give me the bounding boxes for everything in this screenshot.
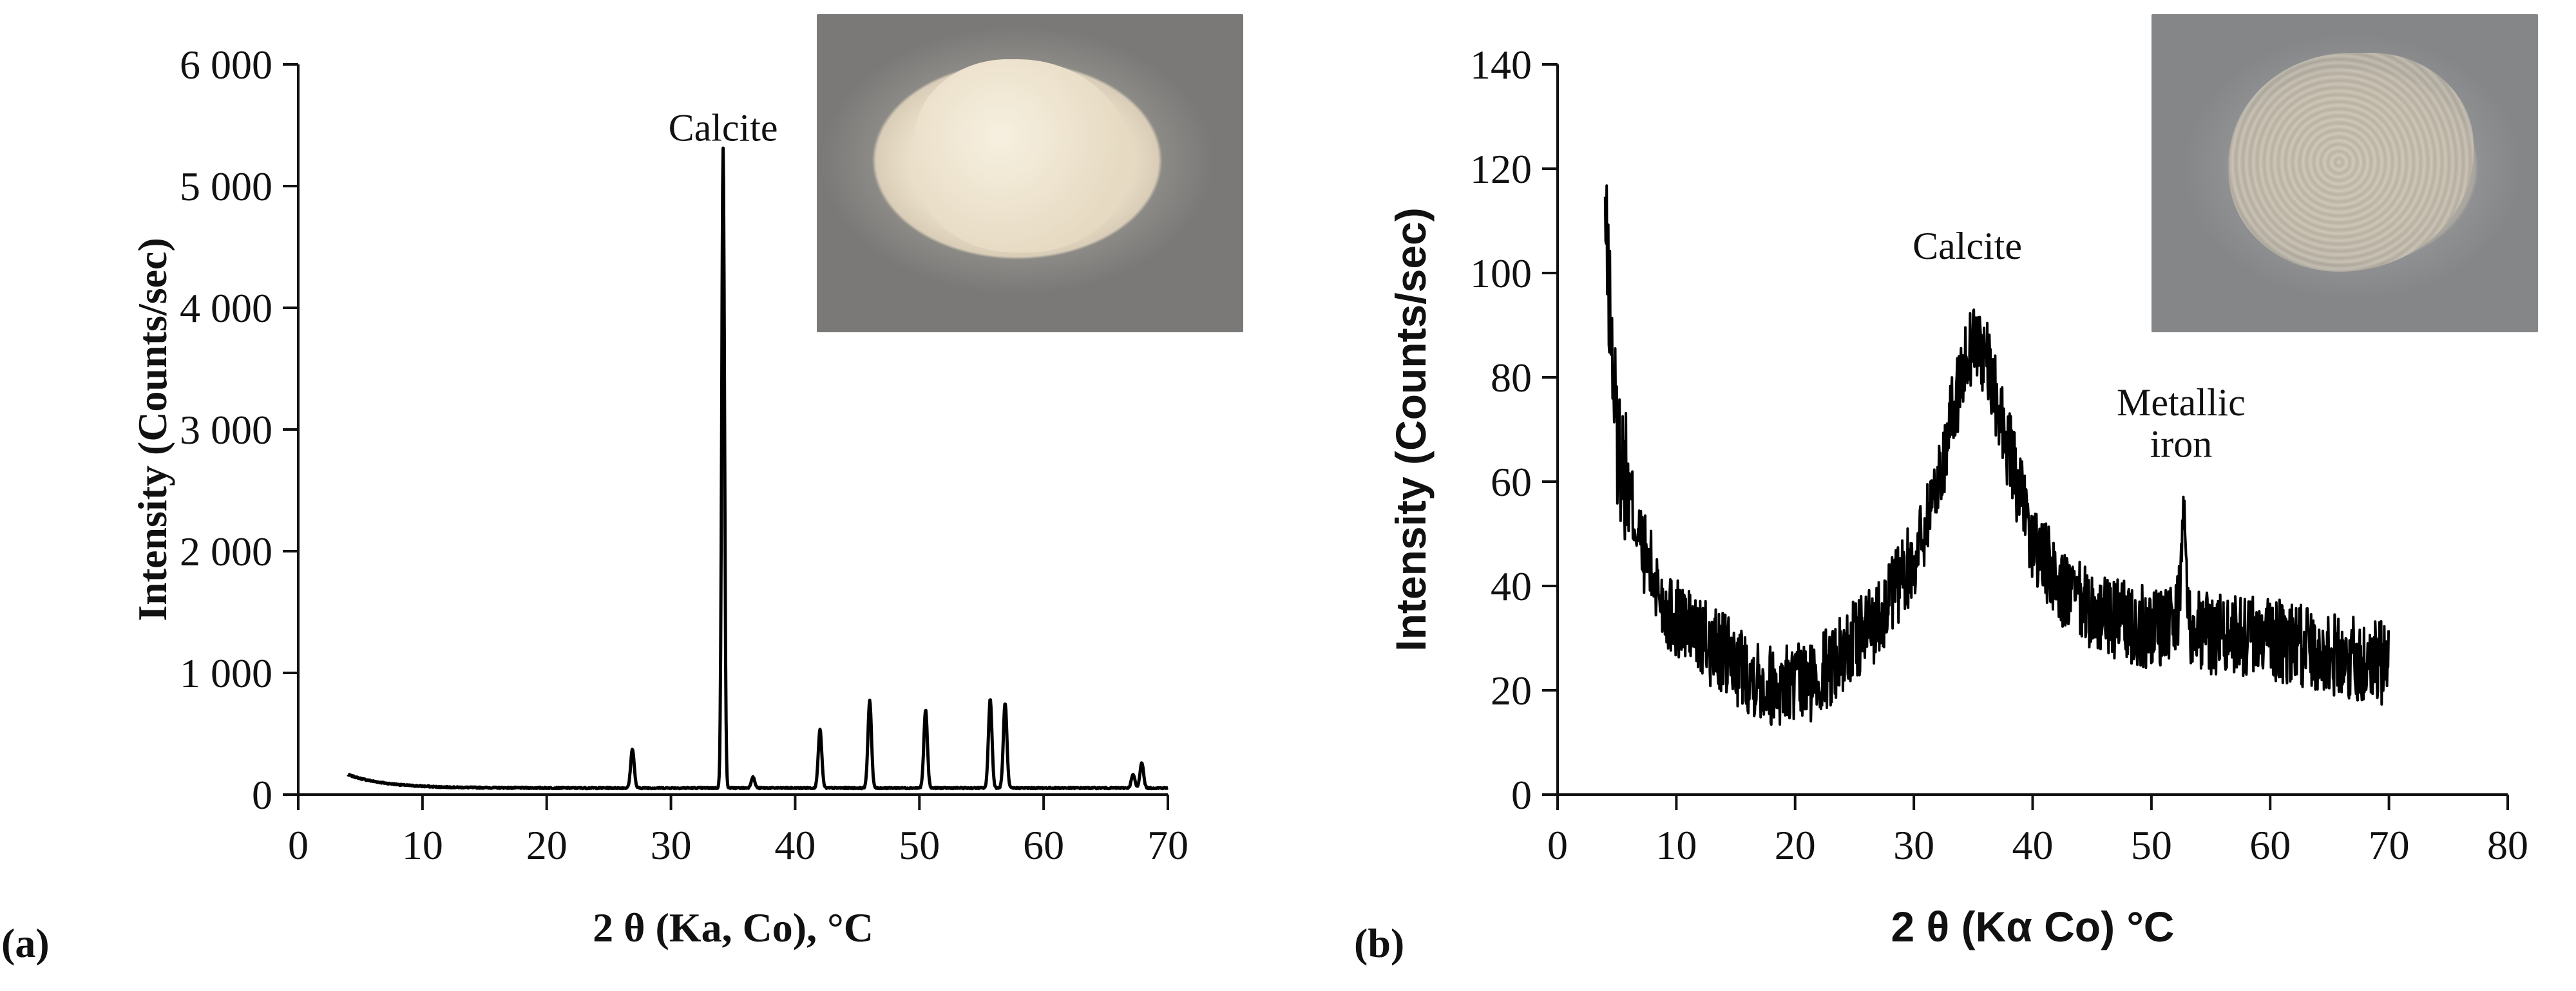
chart-a: 0 1 000 2 000 3 000 4 000 5 000 6 000 0 10 20 30 40… (129, 42, 1188, 950)
y-tick-label: 4 000 (180, 285, 272, 331)
y-tick-label: 5 000 (180, 164, 272, 209)
y-tick-label: 100 (1470, 250, 1532, 296)
x-tick-label: 40 (2012, 822, 2054, 868)
xrd-series-line (1603, 184, 2390, 726)
y-tick-label: 6 000 (180, 42, 272, 88)
chart-b: 0 20 40 60 80 100 120 140 0 10 20 30 40 50 60 70 80 2 θ (… (1387, 42, 2528, 950)
peak-annotation: Metallic (2117, 381, 2246, 424)
x-tick-label: 30 (1893, 822, 1934, 868)
x-tick-label: 50 (899, 822, 940, 868)
x-axis-title: 2 θ (Ka, Co), °C (593, 905, 873, 950)
y-tick-label: 140 (1470, 42, 1532, 88)
x-tick-label: 40 (774, 822, 816, 868)
y-tick-label: 80 (1491, 355, 1532, 401)
powder-photo-b (2151, 14, 2538, 332)
y-tick-label: 120 (1470, 146, 1532, 192)
xrd-series-line (347, 146, 1169, 791)
y-tick-label: 0 (252, 772, 272, 818)
x-tick-label: 50 (2131, 822, 2172, 868)
y-tick-label: 2 000 (180, 529, 272, 574)
y-tick-label: 0 (1511, 772, 1532, 818)
x-tick-label: 80 (2487, 822, 2528, 868)
peak-annotation: iron (2150, 423, 2213, 466)
x-axis-title: 2 θ (Kα Co) °C (1891, 903, 2175, 950)
panel-b: 0 20 40 60 80 100 120 140 0 10 20 30 40 50 60 70 80 2 θ (… (1314, 0, 2576, 991)
x-tick-label: 0 (288, 822, 309, 868)
x-tick-label: 10 (402, 822, 443, 868)
y-tick-label: 40 (1491, 563, 1532, 609)
panel-a: 0 1 000 2 000 3 000 4 000 5 000 6 000 0 10 20 30 40… (0, 0, 1243, 991)
x-tick-label: 0 (1547, 822, 1568, 868)
x-tick-label: 20 (526, 822, 568, 868)
y-tick-label: 60 (1491, 459, 1532, 505)
y-axis-title: Intensity (Counts/sec) (129, 238, 175, 621)
x-tick-label: 60 (2249, 822, 2291, 868)
peak-annotation: Calcite (669, 106, 778, 149)
x-tick-label: 70 (2369, 822, 2410, 868)
x-tick-label: 30 (651, 822, 692, 868)
x-tick-label: 70 (1147, 822, 1188, 868)
x-tick-label: 20 (1775, 822, 1816, 868)
y-tick-label: 3 000 (180, 407, 272, 453)
y-tick-label: 20 (1491, 668, 1532, 713)
x-tick-label: 60 (1023, 822, 1064, 868)
y-tick-label: 1 000 (180, 650, 272, 696)
y-axis-title: Intensity (Counts/sec) (1387, 207, 1435, 651)
powder-photo-a (817, 14, 1243, 332)
x-tick-label: 10 (1655, 822, 1697, 868)
panel-label-b: (b) (1354, 920, 1405, 966)
panel-label-a: (a) (1, 920, 50, 966)
peak-annotation: Calcite (1913, 225, 2022, 267)
